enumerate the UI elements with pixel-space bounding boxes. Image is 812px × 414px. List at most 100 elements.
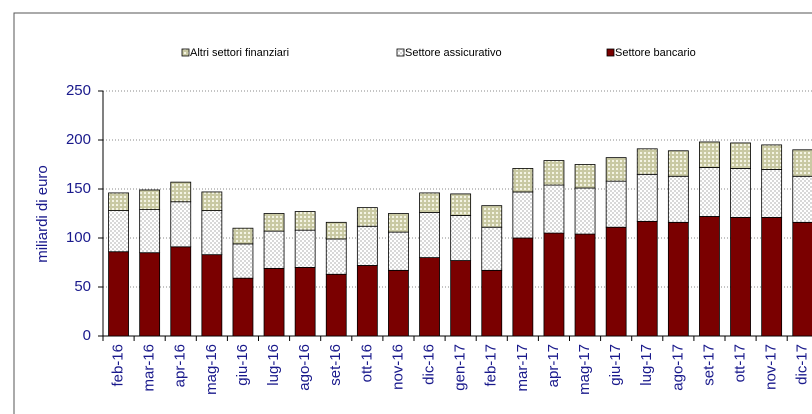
bar-segment	[512, 168, 534, 193]
bar-segment	[108, 210, 129, 253]
bar-segment	[201, 254, 223, 337]
bar-segment	[294, 229, 316, 268]
bar-segment	[667, 150, 689, 177]
bar-segment	[543, 160, 565, 186]
bar-segment	[201, 210, 223, 256]
bar-segment	[108, 192, 129, 211]
bar-segment	[263, 230, 285, 269]
x-tick-label: nov-17	[763, 344, 780, 390]
chart-frame	[13, 12, 812, 414]
bar-segment	[792, 149, 812, 177]
bar-segment	[388, 231, 409, 271]
bar-segment	[388, 213, 409, 233]
bar-segment	[481, 226, 503, 271]
bar-segment	[232, 243, 254, 279]
bar-segment	[636, 148, 658, 175]
bar-segment	[108, 251, 129, 337]
bar-segment	[388, 269, 409, 337]
bar-segment	[170, 201, 192, 248]
bar-segment	[325, 221, 347, 240]
bar-segment	[730, 217, 751, 337]
x-tick-label: ago-17	[669, 344, 686, 391]
x-tick-label: ott-17	[732, 344, 749, 382]
bar-segment	[170, 246, 192, 337]
bar-segment	[699, 167, 720, 217]
x-tick-label: lug-16	[265, 344, 282, 386]
bar-segment	[543, 184, 565, 234]
bar-segment	[232, 277, 254, 337]
bar-segment	[699, 141, 720, 168]
bar-segment	[450, 260, 472, 337]
x-tick-label: giu-16	[234, 344, 251, 386]
bar-segment	[139, 209, 161, 254]
bar-segment	[792, 175, 812, 223]
x-tick-label: mar-16	[141, 344, 158, 392]
bar-segment	[481, 205, 503, 228]
bar-segment	[543, 232, 565, 337]
bar-segment	[450, 215, 472, 261]
bar-segment	[667, 175, 689, 223]
x-tick-label: apr-17	[545, 344, 562, 387]
legend-swatch	[181, 48, 190, 57]
x-tick-label: feb-16	[110, 344, 127, 387]
x-tick-label: set-17	[700, 344, 717, 386]
bar-segment	[356, 207, 378, 227]
bar-segment	[356, 265, 378, 337]
bar-segment	[605, 180, 627, 228]
x-tick-label: dic-17	[794, 344, 811, 385]
x-tick-label: set-16	[327, 344, 344, 386]
bar-segment	[139, 189, 161, 210]
x-tick-label: mag-16	[203, 344, 220, 395]
bar-segment	[294, 266, 316, 337]
x-tick-label: ott-16	[358, 344, 375, 382]
bar-segment	[605, 157, 627, 182]
bar-segment	[419, 257, 440, 337]
x-tick-label: gen-17	[452, 344, 469, 391]
bar-segment	[201, 191, 223, 211]
x-tick-label: dic-16	[421, 344, 438, 385]
bar-segment	[574, 187, 596, 235]
bar-segment	[574, 164, 596, 189]
legend-label: Altri settori finanziari	[190, 47, 289, 59]
legend-swatch	[606, 48, 615, 57]
y-tick-label: 0	[83, 327, 91, 344]
x-tick-label: mar-17	[514, 344, 531, 392]
bar-segment	[730, 142, 751, 169]
bar-segment	[761, 144, 783, 170]
bar-segment	[481, 269, 503, 337]
x-tick-label: mag-17	[576, 344, 593, 395]
bar-segment	[761, 168, 783, 218]
bar-segment	[667, 221, 689, 337]
bar-segment	[792, 221, 812, 337]
x-tick-label: lug-17	[638, 344, 655, 386]
bar-segment	[419, 192, 440, 213]
bar-segment	[512, 237, 534, 337]
bar-segment	[699, 216, 720, 337]
legend-swatch	[396, 48, 405, 57]
bar-segment	[263, 267, 285, 337]
x-tick-label: ago-16	[296, 344, 313, 391]
bar-segment	[325, 273, 347, 337]
legend-label: Settore assicurativo	[405, 47, 502, 59]
y-tick-label: 200	[66, 131, 91, 148]
bar-segment	[512, 191, 534, 239]
bar-segment	[730, 168, 751, 218]
x-tick-label: giu-17	[607, 344, 624, 386]
bar-segment	[636, 173, 658, 222]
bar-segment	[419, 212, 440, 259]
bar-segment	[574, 233, 596, 337]
bar-segment	[294, 211, 316, 231]
bar-segment	[232, 227, 254, 245]
y-tick-label: 150	[66, 180, 91, 197]
y-axis-label: miliardi di euro	[34, 165, 51, 263]
bar-segment	[356, 225, 378, 266]
bar-segment	[170, 181, 192, 203]
bar-segment	[139, 252, 161, 337]
x-tick-label: nov-16	[389, 344, 406, 390]
y-tick-label: 50	[74, 278, 91, 295]
bar-segment	[325, 238, 347, 275]
x-tick-label: apr-16	[172, 344, 189, 387]
bar-segment	[605, 226, 627, 337]
bar-segment	[761, 217, 783, 337]
